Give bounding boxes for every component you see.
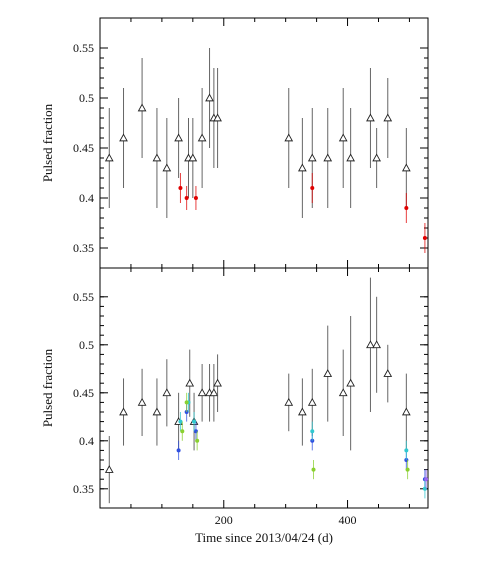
data-point-triangle xyxy=(346,378,356,387)
bottom-panel: 0.35 0.4 0.45 0.5 0.55 200 400 Pulsed fraction T… xyxy=(40,267,429,545)
y-tick-label: 0.4 xyxy=(79,191,94,205)
data-point-dot xyxy=(178,419,183,424)
data-point-triangle xyxy=(401,407,411,416)
data-point-dot xyxy=(422,236,427,240)
data-point-triangle xyxy=(401,163,411,172)
data-point-dot xyxy=(184,400,189,405)
data-point-triangle xyxy=(323,153,333,162)
data-point-dot xyxy=(311,467,316,472)
data-point-dot xyxy=(192,419,197,424)
data-point-dot xyxy=(180,429,185,434)
y-axis-title: Pulsed fraction xyxy=(40,348,55,427)
data-point-triangle xyxy=(152,407,162,416)
data-point-triangle xyxy=(284,133,294,142)
x-axis-title: Time since 2013/04/24 (d) xyxy=(195,530,333,545)
y-tick-label: 0.45 xyxy=(73,141,94,155)
data-point-triangle xyxy=(366,340,375,349)
data-point-triangle xyxy=(119,133,128,142)
data-point-triangle xyxy=(213,113,222,122)
data-point-triangle xyxy=(197,388,207,397)
data-point-triangle xyxy=(284,397,294,406)
x-tick-label: 400 xyxy=(339,513,357,527)
y-tick-label: 0.5 xyxy=(79,338,94,352)
data-point-triangle xyxy=(338,388,348,397)
data-point-triangle xyxy=(366,113,375,122)
data-point-dot xyxy=(404,206,409,210)
data-point-dot xyxy=(193,196,198,200)
y-tick-label: 0.4 xyxy=(79,434,94,448)
data-point-triangle xyxy=(298,163,307,172)
y-tick-label: 0.45 xyxy=(73,386,94,400)
y-axis-title: Pulsed fraction xyxy=(40,103,55,182)
data-point-triangle xyxy=(137,397,147,406)
data-point-triangle xyxy=(209,388,219,397)
data-point-dot xyxy=(178,186,183,190)
y-tick-label: 0.55 xyxy=(73,41,94,55)
data-point-triangle xyxy=(338,133,348,142)
data-point-triangle xyxy=(372,153,381,162)
data-point-triangle xyxy=(372,340,381,349)
data-point-triangle xyxy=(383,369,393,377)
data-point-triangle xyxy=(323,369,333,377)
data-point-dot xyxy=(424,477,429,482)
data-point-dot xyxy=(195,438,200,443)
y-tick-label: 0.5 xyxy=(79,91,94,105)
data-point-triangle xyxy=(298,407,307,416)
data-point-dot xyxy=(310,429,315,434)
plot-frame xyxy=(99,17,429,269)
data-point-triangle xyxy=(162,163,172,172)
data-point-triangle xyxy=(346,153,356,162)
y-tick-label: 0.55 xyxy=(73,290,94,304)
data-point-dot xyxy=(184,196,189,200)
data-point-triangle xyxy=(188,153,198,162)
data-point-triangle xyxy=(383,113,393,122)
data-point-triangle xyxy=(137,103,147,112)
data-point-triangle xyxy=(162,388,172,397)
data-point-triangle xyxy=(197,133,207,142)
y-tick-label: 0.35 xyxy=(73,241,94,255)
y-tick-label: 0.35 xyxy=(73,482,94,496)
top-panel: 0.35 0.4 0.45 0.5 0.55 Pulsed fraction xyxy=(40,17,429,269)
data-point-triangle xyxy=(307,397,317,406)
data-point-dot xyxy=(404,448,409,453)
data-point-triangle xyxy=(104,153,114,162)
x-tick-label: 200 xyxy=(215,513,233,527)
data-point-triangle xyxy=(213,378,222,387)
data-point-dot xyxy=(405,467,410,472)
data-point-triangle xyxy=(152,153,162,162)
data-point-triangle xyxy=(185,378,195,387)
data-point-triangle xyxy=(174,133,183,142)
data-point-triangle xyxy=(104,465,114,473)
data-point-dot xyxy=(176,448,181,453)
data-point-triangle xyxy=(119,407,128,416)
data-point-triangle xyxy=(307,153,317,162)
data-point-triangle xyxy=(205,93,214,102)
plot-frame xyxy=(99,267,429,509)
data-point-dot xyxy=(310,186,315,190)
